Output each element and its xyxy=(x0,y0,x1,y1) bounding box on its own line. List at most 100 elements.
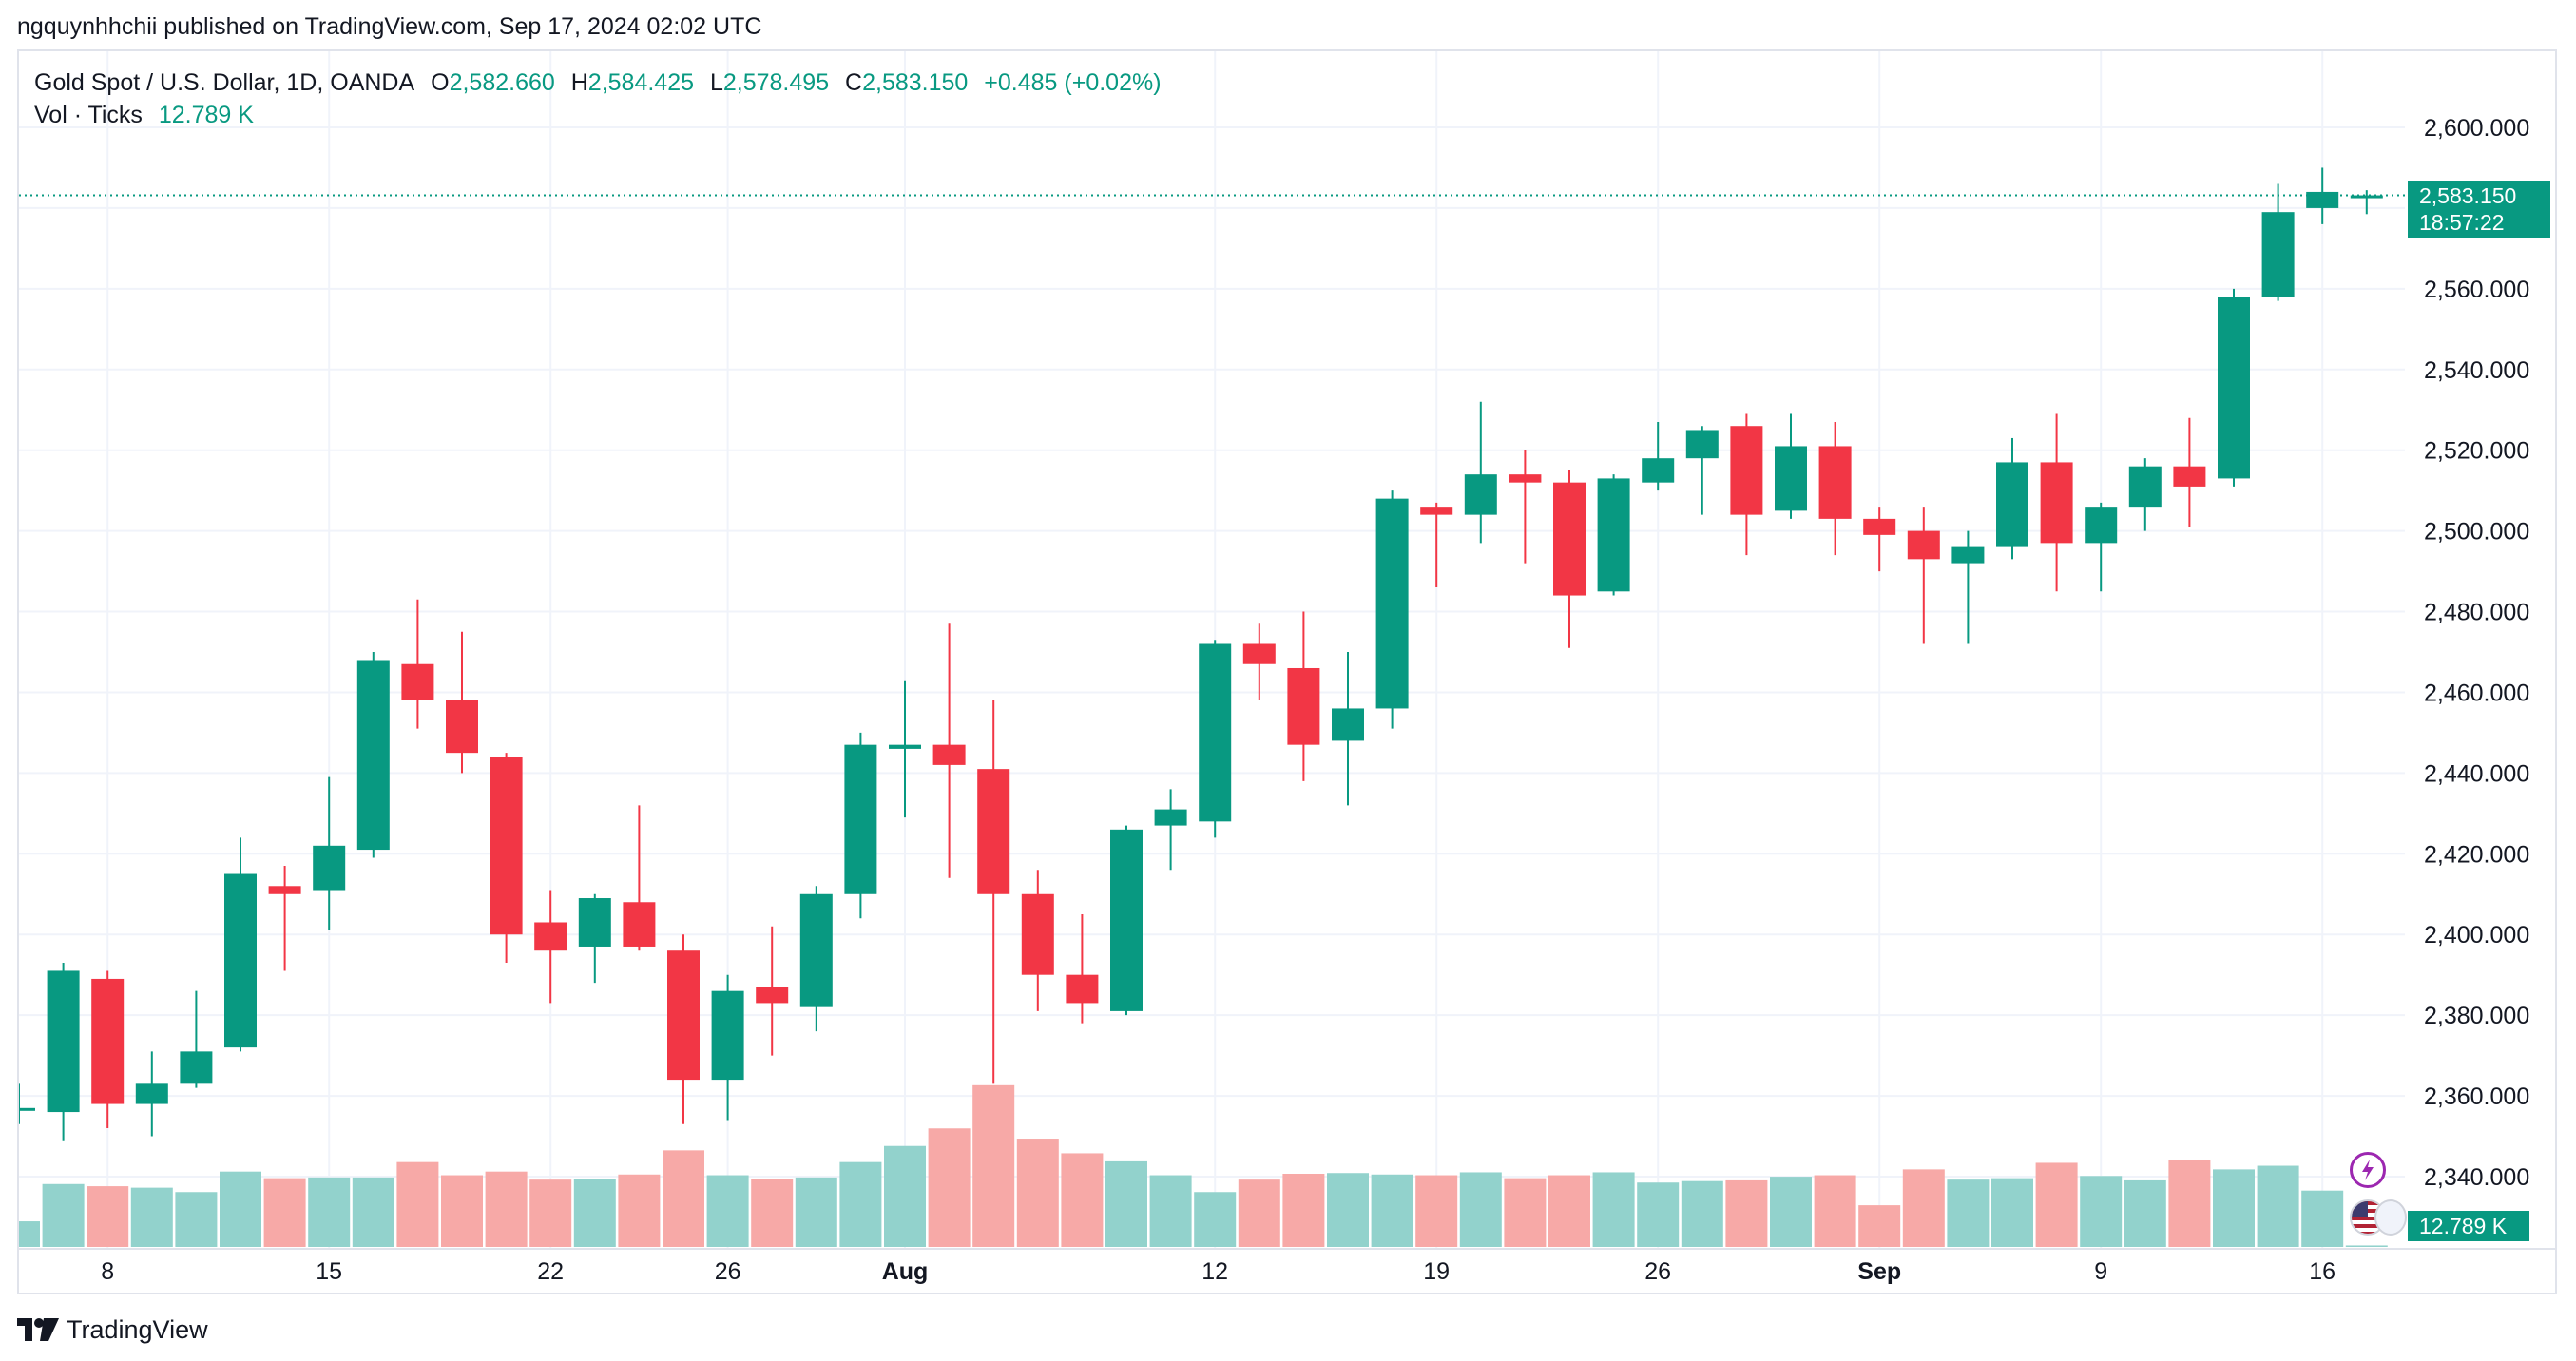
brand-name[interactable]: TradingView xyxy=(67,1314,208,1344)
candle-body xyxy=(180,1051,213,1084)
last-price-tag: 2,583.150 18:57:22 xyxy=(2408,181,2550,238)
candle-body xyxy=(578,898,611,947)
lightning-icon[interactable] xyxy=(2350,1152,2386,1188)
y-axis-tick-label: 2,340.000 xyxy=(2424,1164,2529,1191)
x-axis-tick-label: 9 xyxy=(2094,1258,2107,1285)
volume-bar xyxy=(220,1171,261,1247)
candle-body xyxy=(1553,482,1586,596)
volume-bar xyxy=(1814,1175,1856,1247)
candle-body xyxy=(1066,974,1099,1004)
candle-body xyxy=(667,950,700,1081)
volume-bar xyxy=(396,1161,439,1247)
volume-value: 12.789 K xyxy=(158,102,254,128)
candle-body xyxy=(1199,643,1232,822)
candle-body xyxy=(1730,426,1763,515)
last-volume-tag: 12.789 K xyxy=(2408,1211,2529,1241)
candle-body xyxy=(2173,466,2206,487)
candle-body xyxy=(1818,446,1852,519)
volume-bar xyxy=(2035,1162,2078,1247)
candle-body xyxy=(135,1083,168,1104)
volume-bar xyxy=(1947,1179,1990,1247)
volume-bar xyxy=(1016,1139,1059,1247)
volume-bar xyxy=(1061,1153,1104,1247)
low-value: 2,578.495 xyxy=(722,69,830,96)
volume-bar xyxy=(751,1179,794,1247)
calendar-icon[interactable] xyxy=(2374,1199,2407,1236)
y-axis-tick-label: 2,440.000 xyxy=(2424,760,2529,787)
volume-bar xyxy=(1770,1177,1812,1247)
candle-body xyxy=(268,886,301,894)
candle-body xyxy=(1110,829,1143,1011)
candle-body xyxy=(91,978,125,1104)
candle-body xyxy=(401,663,434,700)
chart-frame[interactable]: 2,340.000 2,360.000 2,380.000 2,400.000 2,42… xyxy=(17,49,2557,1294)
volume-bar xyxy=(1371,1174,1413,1247)
candle-body xyxy=(711,990,744,1081)
candle-body xyxy=(1907,530,1940,560)
footer: TradingView xyxy=(17,1313,208,1347)
published-line: ngquynhhchii published on TradingView.co… xyxy=(17,13,762,40)
x-axis-tick-label: 15 xyxy=(316,1258,342,1285)
volume-bar xyxy=(263,1178,306,1247)
candle-body xyxy=(1464,474,1497,515)
x-axis-tick-label: 12 xyxy=(1201,1258,1228,1285)
y-axis-tick-label: 2,480.000 xyxy=(2424,600,2529,626)
volume-bar xyxy=(1592,1172,1635,1247)
volume-bar xyxy=(706,1175,749,1247)
volume-bar xyxy=(175,1192,218,1247)
volume-bar xyxy=(1548,1175,1590,1247)
volume-bar xyxy=(19,1221,40,1247)
candle-body xyxy=(623,902,656,947)
close-value: 2,583.150 xyxy=(862,69,969,96)
candle-body xyxy=(1509,474,1542,483)
y-axis-tick-label: 2,380.000 xyxy=(2424,1003,2529,1029)
y-axis-tick-label: 2,560.000 xyxy=(2424,277,2529,303)
x-axis-tick-label: 26 xyxy=(715,1258,741,1285)
candle-body xyxy=(534,922,567,951)
open-value: 2,582.660 xyxy=(449,69,555,96)
candlestick-chart[interactable]: 2,340.000 2,360.000 2,380.000 2,400.000 2,42… xyxy=(19,51,2555,1293)
volume-bar xyxy=(1725,1179,1768,1247)
volume-bar xyxy=(2080,1176,2123,1247)
x-axis-tick-label: 26 xyxy=(1644,1258,1671,1285)
x-axis-tick-label: Aug xyxy=(882,1258,929,1285)
change-value: +0.485 (+0.02%) xyxy=(984,69,1162,96)
candle-body xyxy=(446,700,478,754)
volume-bar xyxy=(2345,1245,2388,1247)
volume-bar xyxy=(1327,1173,1369,1247)
candle-body xyxy=(313,845,346,891)
x-axis-tick-label: 22 xyxy=(537,1258,564,1285)
symbol-name[interactable]: Gold Spot / U.S. Dollar, 1D, OANDA xyxy=(34,69,415,96)
volume-bar xyxy=(839,1161,882,1247)
candle-body xyxy=(2350,195,2383,199)
chart-legend: Gold Spot / U.S. Dollar, 1D, OANDA O2,58… xyxy=(34,67,1162,131)
last-price-value: 2,583.150 xyxy=(2419,183,2517,208)
high-value: 2,584.425 xyxy=(587,69,695,96)
volume-bar xyxy=(308,1177,351,1247)
candle-body xyxy=(490,757,523,935)
volume-bar xyxy=(1149,1175,1192,1247)
candle-body xyxy=(2085,507,2118,544)
tradingview-logo-icon[interactable] xyxy=(17,1316,59,1343)
open-label: O xyxy=(431,69,450,96)
volume-bar xyxy=(1637,1182,1680,1247)
candle-body xyxy=(47,970,80,1113)
volume-bar xyxy=(529,1179,572,1247)
volume-bar xyxy=(573,1179,616,1247)
volume-bar xyxy=(795,1177,837,1247)
volume-bar xyxy=(1991,1178,2033,1247)
volume-bar xyxy=(42,1183,85,1247)
volume-bar xyxy=(1858,1205,1901,1247)
volume-label[interactable]: Vol · Ticks xyxy=(34,102,143,128)
candle-body xyxy=(1154,809,1187,826)
volume-bar xyxy=(352,1177,394,1247)
volume-bar xyxy=(485,1171,528,1247)
candle-body xyxy=(356,660,390,851)
y-axis-tick-label: 2,600.000 xyxy=(2424,115,2529,142)
x-axis-tick-label: Sep xyxy=(1857,1258,1901,1285)
volume-bar xyxy=(1902,1169,1945,1247)
candle-body xyxy=(977,769,1010,894)
candle-body xyxy=(1242,643,1276,664)
candle-body xyxy=(224,873,257,1048)
candle-body xyxy=(844,744,877,894)
